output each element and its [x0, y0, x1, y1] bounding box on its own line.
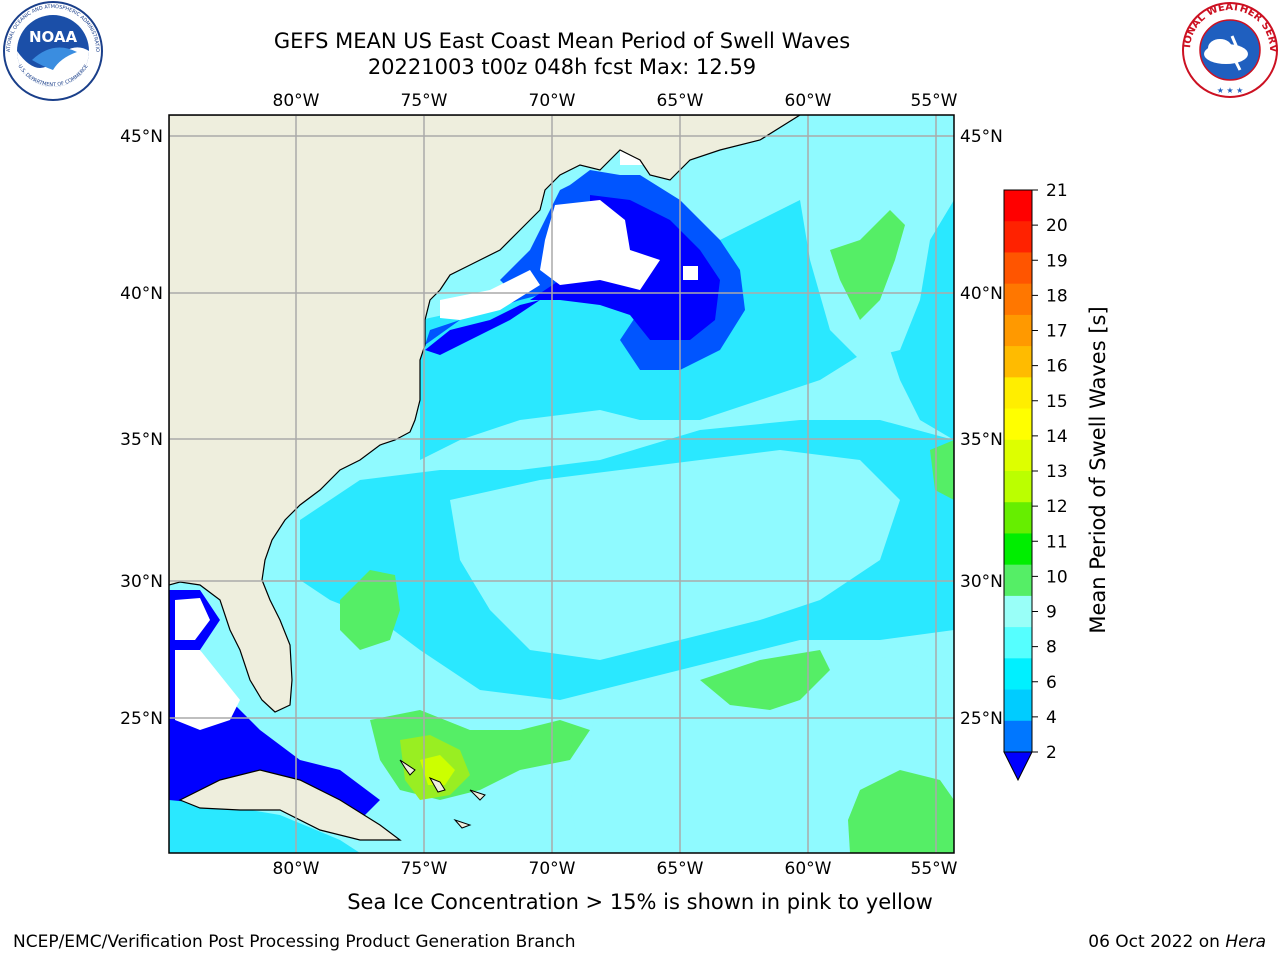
- colorbar-tick-label: 6: [1046, 673, 1057, 693]
- north-america-land: [169, 115, 802, 713]
- colorbar: 21 20 19 18 17 16 15 14 13 12 11 10 9 8 6 4 2: [1003, 181, 1068, 782]
- colorbar-tick-label: 17: [1046, 322, 1068, 342]
- chart-subtitle: 20221003 t00z 048h fcst Max: 12.59: [367, 55, 757, 79]
- lon-label-top: 55°W: [911, 91, 958, 111]
- bahamas-islands: [399, 759, 486, 829]
- caribbean-cyan: [169, 800, 360, 853]
- lon-label-top: 75°W: [401, 91, 448, 111]
- lon-labels-top: 80°W 75°W 70°W 65°W 60°W 55°W: [273, 91, 958, 111]
- lat-label-right: 30°N: [960, 572, 1003, 592]
- colorbar-swatch: [1004, 720, 1032, 753]
- lat-labels-right: 45°N 40°N 35°N 30°N 25°N: [960, 127, 1003, 729]
- colorbar-tick-label: 18: [1046, 286, 1068, 306]
- swell-band-8s-central: [450, 450, 900, 660]
- colorbar-swatch: [1004, 346, 1032, 378]
- colorbar-swatch: [1004, 658, 1032, 691]
- no-data-patch: [683, 266, 698, 280]
- lat-labels-left: 45°N 40°N 35°N 30°N 25°N: [120, 127, 163, 729]
- colorbar-swatch: [1004, 502, 1032, 534]
- gulf-no-data: [175, 598, 210, 640]
- date-line: 06 Oct 2022 on Hera: [1088, 932, 1266, 952]
- sea-ice-caption: Sea Ice Concentration > 15% is shown in …: [0, 890, 1280, 914]
- colorbar-swatch: [1004, 439, 1032, 472]
- lon-label-top: 60°W: [785, 91, 832, 111]
- colorbar-swatch: [1004, 595, 1032, 628]
- lon-labels-bottom: 80°W 75°W 70°W 65°W 60°W 55°W: [273, 859, 958, 879]
- lat-label-left: 30°N: [120, 572, 163, 592]
- colorbar-swatch: [1004, 564, 1032, 597]
- no-data-gulf-maine: [540, 200, 660, 290]
- colorbar-extend-triangle: [1003, 751, 1033, 782]
- lat-label-left: 40°N: [120, 284, 163, 304]
- credit-line: NCEP/EMC/Verification Post Processing Pr…: [13, 932, 576, 952]
- map-canvas: [169, 115, 954, 853]
- colorbar-tick-label: 15: [1046, 392, 1068, 412]
- no-data-long-island: [440, 270, 540, 320]
- cuba-land: [178, 769, 402, 841]
- lat-label-left: 45°N: [120, 127, 163, 147]
- colorbar-swatch: [1004, 408, 1032, 441]
- colorbar-label: Mean Period of Swell Waves [s]: [1086, 306, 1110, 633]
- colorbar-swatch: [1004, 471, 1032, 503]
- colorbar-swatch: [1004, 190, 1032, 222]
- sea-ice-caption-text: Sea Ice Concentration > 15% is shown in …: [347, 890, 933, 914]
- colorbar-swatch: [1004, 221, 1032, 253]
- colorbar-swatch: [1004, 377, 1032, 410]
- date-host: Hera: [1225, 932, 1266, 952]
- colorbar-tick-label: 13: [1046, 462, 1068, 482]
- colorbar-swatch: [1004, 252, 1032, 285]
- chart-title: GEFS MEAN US East Coast Mean Period of S…: [273, 29, 851, 53]
- swell-band-10s-atlantic: [700, 650, 830, 710]
- colorbar-tick-label: 12: [1046, 497, 1068, 517]
- colorbar-tick-label: 10: [1046, 567, 1068, 587]
- lat-label-left: 25°N: [120, 709, 163, 729]
- swell-band-12s-inner: [420, 755, 455, 785]
- lon-label-bottom: 80°W: [273, 859, 320, 879]
- colorbar-swatch: [1004, 689, 1032, 722]
- swell-band-10s-florida-east: [340, 570, 400, 650]
- lat-label-right: 45°N: [960, 127, 1003, 147]
- lon-label-bottom: 70°W: [529, 859, 576, 879]
- date-text: 06 Oct 2022 on: [1088, 932, 1226, 952]
- swell-band-2s-coastal: [425, 300, 540, 355]
- lat-label-right: 35°N: [960, 430, 1003, 450]
- noaa-logo: NOAA NATIONAL OCEANIC AND ATMOSPHERIC AD…: [2, 0, 103, 101]
- colorbar-tick-label: 2: [1046, 743, 1057, 763]
- nws-stars: ★ ★ ★: [1217, 86, 1244, 95]
- lat-label-left: 35°N: [120, 430, 163, 450]
- colorbar-tick-label: 4: [1046, 708, 1057, 728]
- colorbar-tick-label: 21: [1046, 181, 1068, 201]
- lon-label-bottom: 60°W: [785, 859, 832, 879]
- nws-logo: NATIONAL WEATHER SERVICE ★ ★ ★: [1180, 0, 1278, 98]
- colorbar-swatch: [1004, 314, 1032, 347]
- colorbar-swatch: [1004, 627, 1032, 659]
- gulf-of-mexico-blue: [169, 590, 380, 820]
- colorbar-swatch: [1004, 283, 1032, 316]
- colorbar-tick-label: 8: [1046, 638, 1057, 658]
- graticule: [169, 115, 954, 853]
- colorbar-tick-label: 19: [1046, 251, 1068, 271]
- lon-label-bottom: 65°W: [657, 859, 704, 879]
- map-frame: [168, 114, 955, 854]
- lon-label-bottom: 55°W: [911, 859, 958, 879]
- lon-label-top: 80°W: [273, 91, 320, 111]
- noaa-logo-text: NOAA: [29, 28, 78, 46]
- colorbar-tick-label: 20: [1046, 216, 1068, 236]
- swell-band-10s-southeast: [848, 770, 954, 853]
- lon-label-bottom: 75°W: [401, 859, 448, 879]
- gulf-no-data-2: [175, 650, 240, 730]
- lon-label-top: 65°W: [657, 91, 704, 111]
- colorbar-tick-label: 14: [1046, 427, 1068, 447]
- colorbar-tick-label: 11: [1046, 532, 1068, 552]
- lon-label-top: 70°W: [529, 91, 576, 111]
- colorbar-tick-label: 9: [1046, 603, 1057, 623]
- colorbar-swatch: [1004, 533, 1032, 566]
- lat-label-right: 25°N: [960, 709, 1003, 729]
- colorbar-tick-label: 16: [1046, 357, 1068, 377]
- lat-label-right: 40°N: [960, 284, 1003, 304]
